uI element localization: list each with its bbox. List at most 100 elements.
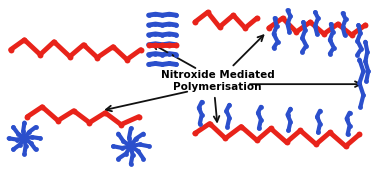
Point bbox=[362, 23, 368, 26]
Point bbox=[6, 137, 12, 140]
Point bbox=[159, 43, 165, 46]
Point bbox=[21, 137, 27, 140]
Point bbox=[10, 126, 16, 129]
Point bbox=[130, 153, 136, 156]
Point bbox=[358, 105, 364, 108]
Point bbox=[299, 36, 305, 39]
Point bbox=[39, 105, 45, 108]
Point bbox=[166, 62, 172, 65]
Point bbox=[33, 126, 39, 129]
Point bbox=[280, 17, 286, 20]
Point bbox=[126, 136, 132, 139]
Point bbox=[166, 32, 172, 35]
Point bbox=[363, 80, 369, 83]
Point bbox=[159, 33, 165, 36]
Point bbox=[166, 13, 172, 16]
Point bbox=[166, 42, 172, 45]
Point bbox=[21, 137, 27, 140]
Point bbox=[145, 14, 151, 17]
Point bbox=[314, 115, 320, 118]
Point bbox=[192, 132, 198, 135]
Point bbox=[355, 53, 361, 56]
Point bbox=[110, 145, 116, 148]
Point bbox=[312, 25, 318, 28]
Point bbox=[173, 63, 179, 66]
Point bbox=[145, 63, 151, 66]
Point bbox=[115, 132, 121, 135]
Point bbox=[312, 11, 318, 14]
Point bbox=[153, 32, 159, 35]
Point bbox=[255, 111, 261, 114]
Point bbox=[358, 47, 364, 50]
Point bbox=[173, 23, 179, 26]
Point bbox=[94, 56, 100, 59]
Point bbox=[315, 17, 321, 20]
Point bbox=[166, 22, 172, 26]
Point bbox=[317, 109, 323, 112]
Point bbox=[313, 143, 319, 146]
Point bbox=[145, 43, 151, 46]
Point bbox=[361, 94, 367, 97]
Point bbox=[199, 113, 205, 116]
Point bbox=[71, 109, 77, 112]
Point bbox=[21, 137, 27, 140]
Point bbox=[285, 22, 291, 26]
Point bbox=[55, 119, 61, 122]
Point bbox=[327, 52, 333, 55]
Point bbox=[110, 45, 116, 48]
Text: Nitroxide Mediated
Polymerisation: Nitroxide Mediated Polymerisation bbox=[161, 70, 275, 92]
Point bbox=[362, 40, 368, 43]
Point bbox=[153, 42, 159, 45]
Point bbox=[145, 43, 151, 46]
Point bbox=[356, 82, 362, 85]
Point bbox=[123, 152, 129, 155]
Point bbox=[128, 145, 134, 148]
Point bbox=[140, 132, 146, 135]
Point bbox=[159, 14, 165, 17]
Point bbox=[115, 157, 121, 160]
Point bbox=[285, 9, 291, 12]
Point bbox=[321, 32, 327, 35]
Point bbox=[33, 148, 39, 151]
Point bbox=[128, 145, 134, 148]
Point bbox=[226, 103, 232, 106]
Point bbox=[307, 21, 313, 24]
Point bbox=[128, 145, 134, 148]
Point bbox=[315, 131, 321, 134]
Point bbox=[331, 46, 337, 49]
Point bbox=[128, 145, 134, 148]
Point bbox=[37, 137, 43, 140]
Point bbox=[223, 137, 229, 140]
Point bbox=[365, 70, 371, 73]
Point bbox=[343, 145, 349, 148]
Point bbox=[17, 143, 23, 146]
Point bbox=[24, 115, 30, 118]
Point bbox=[159, 43, 165, 46]
Point bbox=[364, 50, 370, 53]
Point bbox=[128, 145, 134, 148]
Point bbox=[285, 129, 291, 132]
Point bbox=[362, 60, 368, 63]
Point bbox=[159, 53, 165, 56]
Point bbox=[21, 137, 27, 140]
Point bbox=[135, 150, 141, 153]
Point bbox=[342, 33, 348, 36]
Point bbox=[317, 122, 323, 125]
Point bbox=[358, 31, 364, 34]
Point bbox=[266, 26, 272, 29]
Point bbox=[173, 43, 179, 46]
Point bbox=[153, 13, 159, 16]
Point bbox=[258, 118, 264, 121]
Point bbox=[173, 14, 179, 17]
Point bbox=[140, 157, 146, 160]
Point bbox=[145, 53, 151, 56]
Point bbox=[268, 127, 274, 130]
Point bbox=[288, 120, 294, 123]
Point bbox=[192, 21, 198, 24]
Point bbox=[275, 40, 280, 43]
Point bbox=[29, 136, 35, 139]
Point bbox=[288, 107, 294, 110]
Point bbox=[344, 117, 350, 120]
Point bbox=[327, 38, 333, 41]
Point bbox=[133, 137, 139, 140]
